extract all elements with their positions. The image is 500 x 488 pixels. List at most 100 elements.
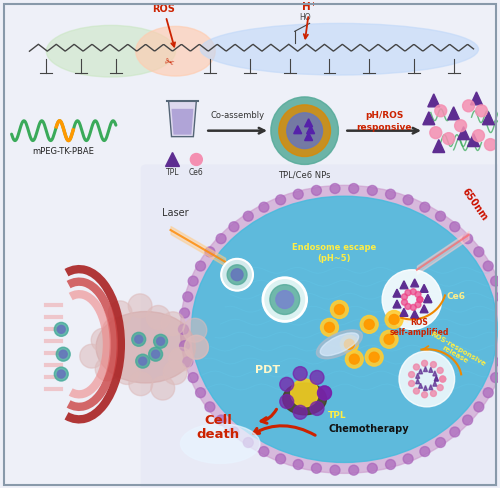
Circle shape — [91, 328, 115, 352]
Circle shape — [280, 395, 293, 408]
Circle shape — [385, 311, 403, 329]
Circle shape — [382, 270, 442, 330]
Text: TPL/Ce6 NPs: TPL/Ce6 NPs — [278, 170, 331, 179]
Ellipse shape — [200, 24, 478, 76]
Polygon shape — [470, 93, 482, 105]
Circle shape — [384, 335, 394, 345]
Circle shape — [462, 415, 472, 425]
Polygon shape — [433, 371, 437, 376]
Polygon shape — [410, 279, 418, 287]
Circle shape — [205, 402, 215, 412]
Circle shape — [414, 388, 420, 394]
Polygon shape — [306, 126, 314, 134]
Circle shape — [408, 372, 414, 378]
Circle shape — [294, 460, 303, 469]
Circle shape — [196, 262, 205, 271]
Polygon shape — [434, 376, 438, 381]
Circle shape — [330, 184, 340, 194]
Circle shape — [183, 292, 192, 302]
Ellipse shape — [180, 186, 500, 473]
Circle shape — [151, 376, 174, 400]
Polygon shape — [416, 379, 420, 384]
Circle shape — [135, 336, 142, 344]
Polygon shape — [168, 102, 196, 137]
Circle shape — [60, 350, 67, 358]
Circle shape — [136, 354, 149, 368]
Circle shape — [128, 294, 152, 318]
Circle shape — [259, 203, 269, 213]
Polygon shape — [429, 385, 433, 390]
Circle shape — [276, 196, 285, 205]
Circle shape — [496, 357, 500, 367]
Circle shape — [408, 381, 414, 386]
Circle shape — [430, 391, 436, 397]
Circle shape — [403, 196, 413, 205]
Text: TPL: TPL — [166, 168, 179, 177]
Circle shape — [294, 367, 307, 381]
Circle shape — [279, 105, 330, 157]
Circle shape — [188, 277, 198, 286]
Circle shape — [462, 101, 474, 113]
Circle shape — [490, 373, 500, 383]
Circle shape — [420, 447, 430, 457]
Circle shape — [271, 98, 338, 165]
Polygon shape — [433, 141, 444, 153]
Text: ✂: ✂ — [162, 57, 174, 69]
Circle shape — [80, 345, 104, 368]
Circle shape — [360, 316, 378, 334]
Circle shape — [294, 190, 303, 200]
Ellipse shape — [192, 197, 498, 463]
Circle shape — [386, 460, 396, 469]
Ellipse shape — [316, 330, 362, 359]
Circle shape — [312, 186, 322, 196]
Circle shape — [417, 297, 423, 303]
Circle shape — [364, 320, 374, 330]
Circle shape — [436, 212, 446, 222]
Circle shape — [369, 352, 379, 363]
Circle shape — [442, 133, 454, 145]
Circle shape — [58, 370, 65, 378]
Text: responsive: responsive — [356, 122, 412, 131]
Polygon shape — [418, 384, 422, 388]
Circle shape — [180, 341, 190, 351]
Polygon shape — [433, 382, 437, 386]
Circle shape — [54, 367, 68, 381]
Circle shape — [430, 127, 442, 140]
Circle shape — [310, 402, 324, 416]
Circle shape — [152, 350, 160, 358]
Circle shape — [402, 294, 407, 300]
Circle shape — [227, 265, 247, 285]
Circle shape — [132, 333, 145, 346]
Polygon shape — [393, 301, 401, 308]
Circle shape — [476, 105, 488, 118]
Circle shape — [334, 305, 344, 315]
Text: HO: HO — [300, 13, 312, 22]
Polygon shape — [416, 374, 420, 379]
Text: Cell
death: Cell death — [196, 413, 240, 440]
Text: Co-assembly: Co-assembly — [210, 111, 264, 120]
Polygon shape — [424, 386, 428, 391]
Polygon shape — [420, 285, 428, 293]
Polygon shape — [424, 367, 428, 372]
Circle shape — [102, 318, 126, 342]
Circle shape — [95, 357, 119, 381]
Circle shape — [221, 259, 253, 291]
Circle shape — [184, 336, 208, 360]
Circle shape — [410, 305, 416, 311]
Circle shape — [318, 386, 332, 400]
Circle shape — [386, 190, 396, 200]
Text: Ce6: Ce6 — [189, 168, 204, 177]
Circle shape — [148, 347, 162, 362]
Circle shape — [310, 371, 324, 385]
Circle shape — [280, 378, 293, 391]
Circle shape — [462, 234, 472, 244]
Text: H⁺: H⁺ — [302, 2, 316, 40]
Polygon shape — [304, 120, 312, 127]
Circle shape — [405, 290, 411, 296]
Text: TPL: TPL — [328, 410, 346, 419]
Circle shape — [417, 297, 423, 303]
Circle shape — [368, 464, 378, 473]
Polygon shape — [424, 295, 432, 303]
Circle shape — [450, 223, 460, 232]
Polygon shape — [424, 295, 432, 303]
